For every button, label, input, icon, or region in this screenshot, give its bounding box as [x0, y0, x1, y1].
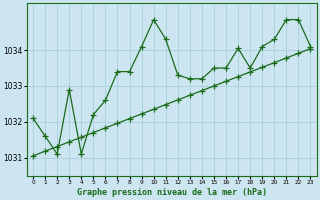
- X-axis label: Graphe pression niveau de la mer (hPa): Graphe pression niveau de la mer (hPa): [77, 188, 267, 197]
